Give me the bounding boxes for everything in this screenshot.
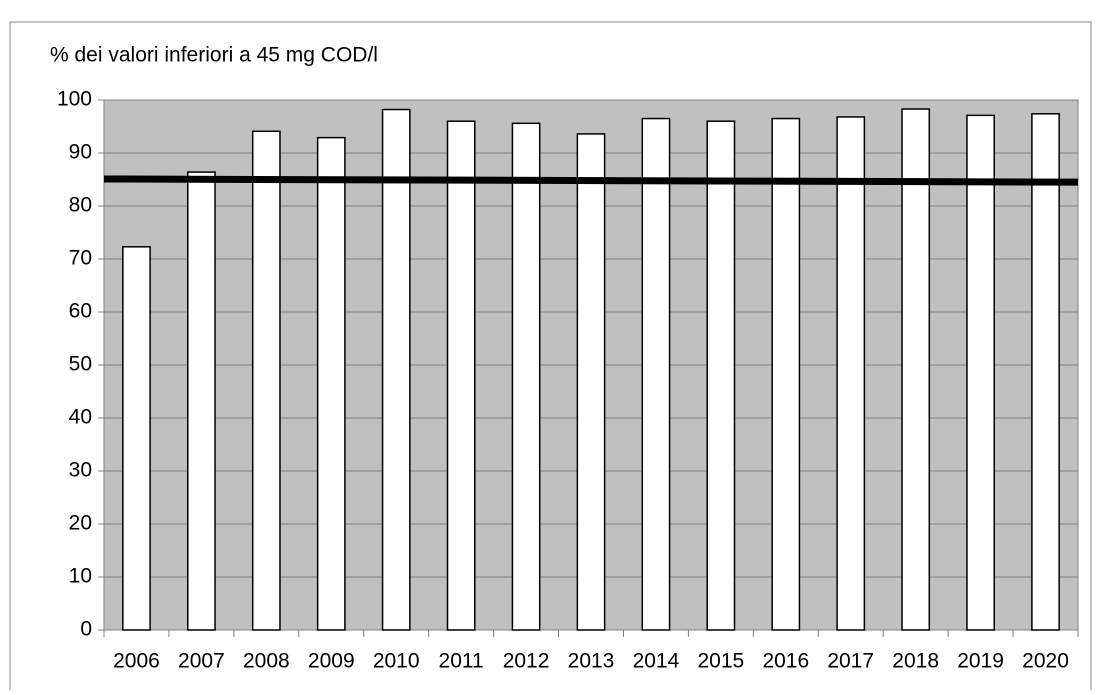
x-tick-label: 2014	[633, 650, 680, 673]
y-tick-label: 0	[80, 618, 92, 641]
bar	[771, 117, 801, 631]
x-tick-label: 2013	[568, 650, 615, 673]
reference-line	[103, 175, 1079, 186]
y-tick-label: 70	[69, 247, 92, 270]
y-tick-label: 100	[57, 88, 92, 111]
bar	[511, 122, 541, 631]
x-tick-label: 2015	[698, 650, 745, 673]
y-tick-label: 30	[69, 459, 92, 482]
x-tick-label: 2017	[827, 650, 874, 673]
y-tick-label: 50	[69, 353, 92, 376]
y-tick-label: 10	[69, 565, 92, 588]
bar	[381, 108, 411, 631]
x-tick-label: 2011	[439, 650, 484, 673]
x-tick-label: 2007	[178, 650, 225, 673]
x-tick-label: 2018	[892, 650, 939, 673]
bar	[316, 136, 346, 631]
x-tick-label: 2016	[762, 650, 809, 673]
y-tick-label: 80	[69, 194, 92, 217]
x-tick-label: 2012	[503, 650, 550, 673]
bar	[706, 120, 736, 631]
bar	[901, 108, 931, 631]
y-tick-label: 40	[69, 406, 92, 429]
x-tick-label: 2008	[243, 650, 290, 673]
bar	[1031, 113, 1060, 631]
y-tick-label: 20	[69, 512, 92, 535]
bar	[576, 133, 606, 631]
x-tick-label: 2006	[113, 650, 160, 673]
bar	[446, 120, 476, 631]
bar	[251, 130, 281, 631]
bar	[966, 114, 995, 631]
y-axis-label: % dei valori inferiori a 45 mg COD/l	[50, 44, 378, 67]
x-tick-label: 2010	[373, 650, 420, 673]
x-tick-label: 2020	[1022, 650, 1069, 673]
bar	[836, 116, 866, 631]
bar	[122, 246, 151, 631]
y-tick-label: 60	[69, 300, 92, 323]
x-tick-label: 2009	[308, 650, 355, 673]
bar	[641, 117, 671, 631]
x-tick-label: 2019	[957, 650, 1004, 673]
y-tick-label: 90	[69, 141, 92, 164]
bar	[187, 171, 216, 631]
